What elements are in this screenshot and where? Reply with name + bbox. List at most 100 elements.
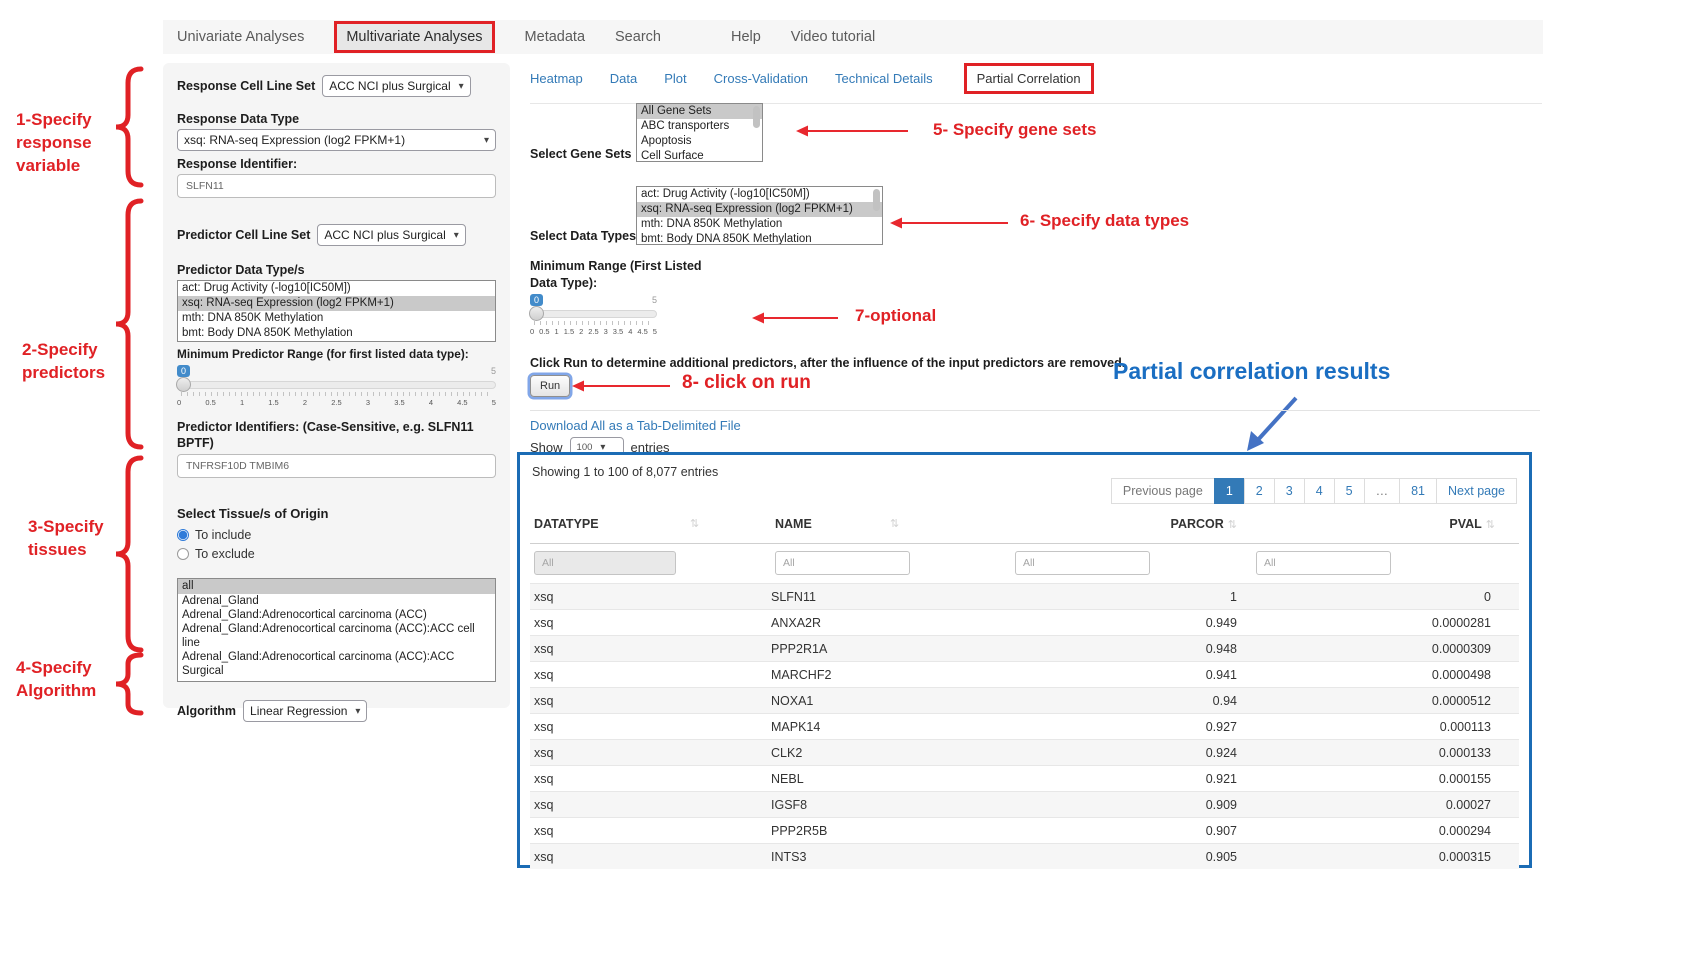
tab-partial-correlation[interactable]: Partial Correlation (963, 63, 1094, 94)
slider-track[interactable] (177, 381, 496, 389)
gene-set-option[interactable]: Cell Surface (641, 150, 704, 162)
page-size-value: 100 (576, 442, 593, 453)
table-row: xsq MARCHF2 0.941 0.0000498 (530, 661, 1519, 687)
tab-heatmap[interactable]: Heatmap (530, 71, 583, 86)
tissue-option[interactable]: Adrenal_Gland:Adrenocortical carcinoma (… (182, 651, 455, 677)
table-row: xsq ANXA2R 0.949 0.0000281 (530, 609, 1519, 635)
arrow-to-gene-sets (796, 125, 908, 137)
page-button-81[interactable]: 81 (1399, 478, 1438, 504)
tissues-label: Select Tissue/s of Origin (177, 506, 329, 521)
page-button-5[interactable]: 5 (1333, 478, 1365, 504)
page-button-4[interactable]: 4 (1303, 478, 1335, 504)
filter-datatype-input[interactable] (534, 551, 676, 575)
slider-ticks (181, 392, 492, 396)
response-cell-line-set-select[interactable]: ACC NCI plus Surgical ▾ (322, 75, 471, 97)
data-type-option[interactable]: bmt: Body DNA 850K Methylation (641, 233, 812, 245)
tab-plot[interactable]: Plot (664, 71, 687, 86)
download-link[interactable]: Download All as a Tab-Delimited File (530, 418, 741, 433)
page-button-2[interactable]: 2 (1243, 478, 1275, 504)
run-instruction: Click Run to determine additional predic… (530, 356, 1126, 370)
scrollbar-thumb[interactable] (753, 106, 760, 128)
sort-icon[interactable]: ⇅ (890, 518, 900, 530)
sort-icon[interactable]: ⇅ (690, 518, 700, 530)
data-type-option[interactable]: mth: DNA 850K Methylation (641, 218, 783, 230)
algorithm-label: Algorithm (177, 704, 237, 718)
gene-set-option-selected[interactable]: All Gene Sets (637, 104, 762, 119)
radio-exclude-label: To exclude (195, 547, 255, 561)
tissue-include-radio-row: To include (177, 528, 496, 542)
tissue-option[interactable]: Adrenal_Gland (182, 595, 259, 607)
response-data-type-select[interactable]: xsq: RNA-seq Expression (log2 FPKM+1) ▾ (177, 129, 496, 151)
slider-value-badge: 0 (530, 294, 544, 306)
page-button-1[interactable]: 1 (1213, 478, 1245, 504)
data-type-option-selected[interactable]: xsq: RNA-seq Expression (log2 FPKM+1) (637, 202, 882, 217)
predictor-data-types-label: Predictor Data Type/s (177, 263, 305, 277)
partial-correlation-results-table: Showing 1 to 100 of 8,077 entries Previo… (517, 452, 1532, 869)
nav-metadata[interactable]: Metadata (524, 29, 586, 45)
previous-page-button[interactable]: Previous page (1110, 478, 1215, 504)
tissue-option-selected[interactable]: all (178, 579, 495, 594)
tissue-option[interactable]: Adrenal_Gland:Adrenocortical carcinoma (… (182, 609, 427, 621)
tab-data[interactable]: Data (609, 71, 638, 86)
radio-include[interactable] (177, 529, 189, 541)
brace-step1 (115, 66, 144, 188)
radio-exclude[interactable] (177, 548, 189, 560)
gene-sets-label: Select Gene Sets (530, 147, 632, 161)
chevron-down-icon: ▾ (483, 134, 489, 146)
nav-search[interactable]: Search (615, 29, 661, 45)
nav-multivariate[interactable]: Multivariate Analyses (334, 21, 495, 53)
predictor-identifiers-input[interactable] (177, 454, 496, 478)
predictor-data-type-option[interactable]: bmt: Body DNA 850K Methylation (182, 327, 353, 339)
predictor-cell-line-set-select[interactable]: ACC NCI plus Surgical ▾ (317, 224, 466, 246)
min-range-slider: 0 5 0 0.5 1 1.5 2 2.5 3 3.5 4 4.5 5 (529, 294, 657, 340)
chevron-down-icon: ▾ (453, 229, 459, 241)
gene-set-option[interactable]: Apoptosis (641, 135, 692, 147)
predictor-data-type-option-selected[interactable]: xsq: RNA-seq Expression (log2 FPKM+1) (178, 296, 495, 311)
next-page-button[interactable]: Next page (1436, 478, 1517, 504)
table-row: xsq MAPK14 0.927 0.000113 (530, 713, 1519, 739)
slider-handle[interactable] (529, 306, 544, 321)
table-row: xsq PPP2R5B 0.907 0.000294 (530, 817, 1519, 843)
gene-sets-listbox: All Gene Sets ABC transporters Apoptosis… (636, 103, 763, 162)
algorithm-select[interactable]: Linear Regression ▾ (243, 700, 368, 722)
brace-step4 (115, 652, 144, 716)
nav-video-tutorial[interactable]: Video tutorial (790, 29, 876, 45)
page-button-3[interactable]: 3 (1273, 478, 1305, 504)
column-header-pval[interactable]: PVAL ⇅ (1449, 517, 1495, 531)
table-row: xsq IGSF8 0.909 0.00027 (530, 791, 1519, 817)
chevron-down-icon: ▾ (600, 442, 606, 453)
filter-name-input[interactable] (775, 551, 910, 575)
min-predictor-range-label: Minimum Predictor Range (for first liste… (177, 347, 469, 361)
column-header-datatype[interactable]: DATATYPE (534, 517, 599, 531)
filter-pval-input[interactable] (1256, 551, 1391, 575)
results-heading: Partial correlation results (1113, 358, 1391, 384)
response-identifier-input[interactable] (177, 174, 496, 198)
slider-track[interactable] (530, 310, 657, 318)
predictor-data-type-option[interactable]: mth: DNA 850K Methylation (182, 312, 324, 324)
radio-include-label: To include (195, 528, 252, 542)
tab-cross-validation[interactable]: Cross-Validation (713, 71, 809, 86)
table-row: xsq PPP2R1A 0.948 0.0000309 (530, 635, 1519, 661)
filter-parcor-input[interactable] (1015, 551, 1150, 575)
arrow-to-results-table (1247, 396, 1298, 451)
table-row: xsq INTS3 0.905 0.000315 (530, 843, 1519, 869)
gene-set-option[interactable]: ABC transporters (641, 120, 730, 132)
scrollbar-thumb[interactable] (873, 189, 880, 211)
brace-step2 (115, 198, 144, 450)
column-header-name[interactable]: NAME (775, 517, 812, 531)
tissue-option[interactable]: Adrenal_Gland:Adrenocortical carcinoma (… (182, 623, 475, 649)
sort-icon: ⇅ (1227, 518, 1237, 531)
column-header-parcor[interactable]: PARCOR ⇅ (1170, 517, 1237, 531)
predictor-data-type-option[interactable]: act: Drug Activity (-log10[IC50M]) (182, 282, 351, 294)
nav-help[interactable]: Help (730, 29, 761, 45)
predictor-cell-line-set-label: Predictor Cell Line Set (177, 228, 311, 242)
run-button[interactable]: Run (530, 375, 571, 397)
predictor-cell-line-set-value: ACC NCI plus Surgical (324, 228, 446, 242)
slider-handle[interactable] (176, 377, 191, 392)
data-type-option[interactable]: act: Drug Activity (-log10[IC50M]) (641, 188, 810, 200)
sort-icon: ⇅ (1485, 518, 1495, 531)
brace-step3 (115, 455, 144, 653)
tab-technical-details[interactable]: Technical Details (835, 71, 933, 86)
nav-univariate[interactable]: Univariate Analyses (177, 29, 305, 45)
annotation-step8: 8- click on run (682, 372, 811, 393)
